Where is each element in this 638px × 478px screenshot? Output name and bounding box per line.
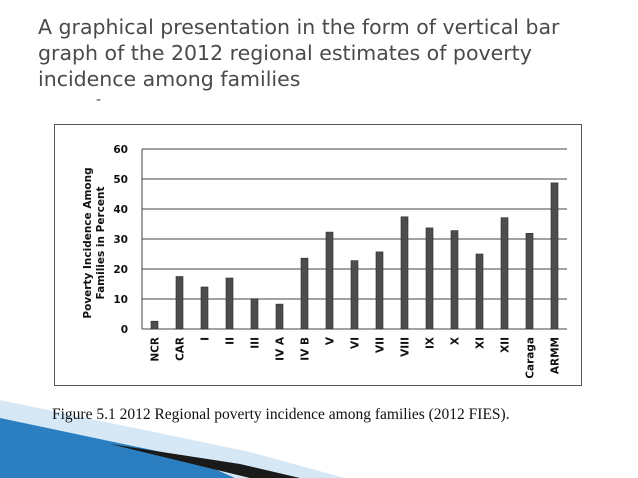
y-tick-label: 60 [113,144,128,156]
stray-dash: - [96,92,102,108]
x-tick-label: I [200,337,212,341]
bar-i [200,286,209,330]
bar-iii [250,298,259,330]
x-tick-label: CAR [175,337,187,361]
x-tick-label: III [250,337,262,349]
bar-iv-b [300,257,309,330]
x-tick-label: ARMM [550,337,562,374]
x-tick-label: IX [425,337,437,349]
chart-frame: 0 10 20 30 40 50 60 NCR CAR I II III IV A IV B V VI VII… [54,124,582,386]
x-tick-label: XII [500,337,512,353]
y-tick-label: 30 [113,234,128,246]
bar-viii [400,216,409,330]
bar-xii [500,217,509,330]
bar-ncr [150,320,159,330]
y-axis-label-line-1: Poverty Incidence Among [82,167,94,318]
x-tick-label: X [450,337,462,345]
bar-vi [350,260,359,330]
y-tick-label: 40 [113,204,128,216]
decor-dark-stripe [110,444,300,478]
bar-car [175,276,184,330]
y-tick-label: 0 [121,324,128,336]
x-tick-label: VI [350,337,362,349]
bar-v [325,231,334,330]
figure-caption: Figure 5.1 2012 Regional poverty inciden… [52,406,510,423]
x-tick-label: XI [475,337,487,349]
decor-blue-band [0,418,235,478]
bar-x [450,230,459,330]
x-tick-label: II [225,337,237,345]
x-tick-label: V [325,336,337,345]
bar-ii [225,277,234,330]
y-tick-label: 10 [113,294,128,306]
bar-vii [375,251,384,330]
y-axis-label-line-2: Families in Percent [95,187,107,300]
bar-xi [475,253,484,330]
x-tick-label: NCR [150,337,162,362]
y-tick-labels: 0 10 20 30 40 50 60 [113,144,128,336]
x-tick-label: Caraga [525,337,537,379]
x-tick-label: IV B [300,337,312,361]
bar-armm [550,182,559,330]
x-tick-label: IV A [275,336,287,361]
bar-caraga [525,233,534,330]
slide-title: A graphical presentation in the form of … [38,15,560,91]
bar-ix [425,227,434,330]
y-tick-label: 20 [113,264,128,276]
x-tick-label: VII [375,337,387,353]
y-tick-label: 50 [113,174,128,186]
x-tick-labels: NCR CAR I II III IV A IV B V VI VII VIII IX X XI XII Ca… [150,336,562,379]
x-tick-label: VIII [400,337,412,357]
bar-iv-a [275,303,284,330]
bar-layer [150,182,559,330]
